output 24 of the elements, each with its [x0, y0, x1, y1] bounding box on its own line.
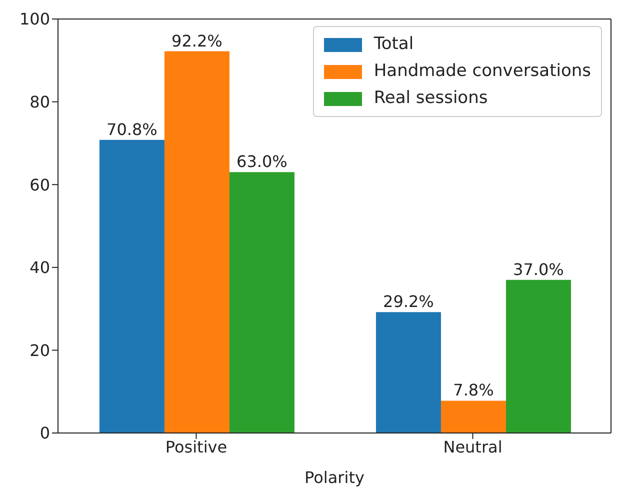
bar	[229, 172, 294, 433]
bar	[376, 312, 441, 433]
data-label: 7.8%	[453, 380, 494, 400]
data-label: 37.0%	[513, 260, 564, 279]
data-label: 63.0%	[236, 152, 288, 172]
data-label: 29.2%	[383, 292, 434, 312]
x-tick-label: Neutral	[443, 437, 502, 456]
x-tick-label: Positive	[165, 437, 228, 456]
y-tick-label: 40	[30, 258, 50, 278]
x-axis-title: Polarity	[304, 468, 364, 487]
bar	[99, 140, 164, 433]
y-tick-label: 60	[30, 175, 50, 194]
legend-label: Real sessions	[374, 87, 488, 110]
bar	[440, 400, 506, 433]
y-tick-label: 100	[19, 10, 50, 29]
y-tick-label: 20	[30, 340, 50, 360]
y-tick-label: 80	[30, 92, 50, 112]
data-label: 92.2%	[172, 31, 222, 50]
bar	[164, 51, 230, 433]
legend-label: Total	[374, 33, 414, 56]
bar	[506, 280, 571, 433]
legend-label: Handmade conversations	[374, 60, 591, 83]
y-tick-label: 0	[40, 424, 50, 443]
data-label: 70.8%	[106, 120, 158, 139]
